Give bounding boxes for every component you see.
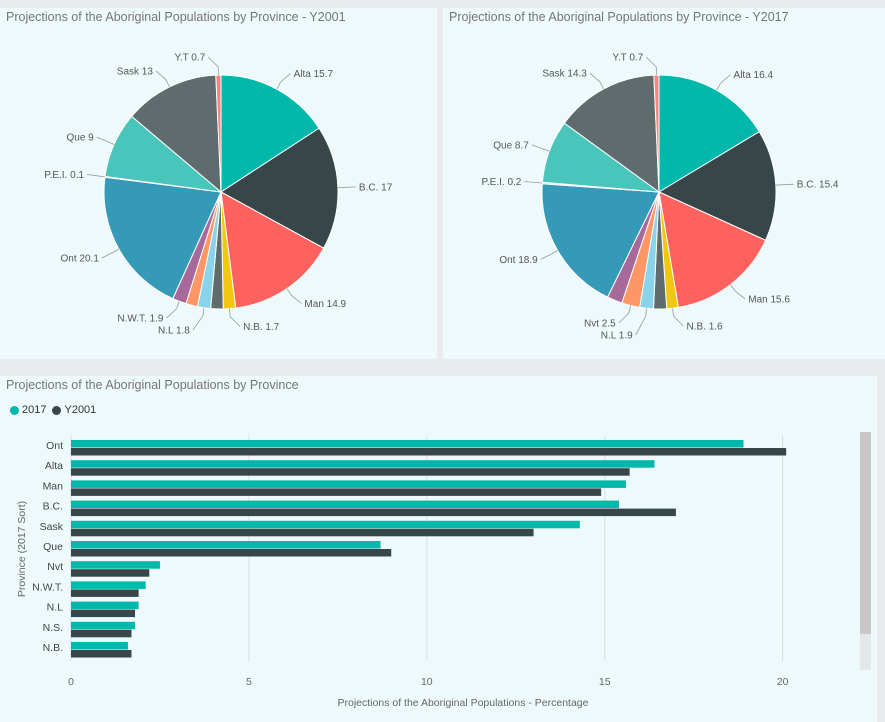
pie-2001-leader-que [96,136,115,145]
pie-2017-label-p-e-i: P.E.I. 0.2 [482,177,522,188]
pie-panel-2017: Projections of the Aboriginal Population… [443,8,885,359]
pie-2017-leader-p-e-i [524,181,543,184]
pie-2001-label-n-w-t: N.W.T. 1.9 [117,314,164,325]
pie-2017-label-b-c: B.C. 15.4 [797,180,839,191]
pie-2017-leader-sask [589,72,605,90]
pie-panel-2001: Projections of the Aboriginal Population… [0,8,437,359]
pie-2001-leader-p-e-i [87,174,106,178]
pie-2017-leader-alta [716,74,731,91]
pie-2001-leader-ont [101,248,120,259]
pie-2017-label-n-l: N.L 1.9 [601,330,633,341]
pie-2017-leader-que [531,144,550,152]
pie-2001-label-sask: Sask 13 [117,66,154,77]
pie-2001-slice-y-t[interactable] [215,74,222,193]
pie-2001-slice-alta[interactable] [220,74,320,193]
pie-2017-leader-y-t [646,56,657,76]
bar-panel: Projections of the Aboriginal Population… [0,376,877,722]
pie-2001-leader-y-t [207,56,219,76]
pie-2001-label-que: Que 9 [67,133,95,144]
legend-y2001-label: Y2001 [64,404,97,416]
pie-2001-leader-n-b [229,308,241,327]
pie-2017-label-sask: Sask 14.3 [542,69,587,80]
pie-2017-label-que: Que 8.7 [493,140,529,151]
pie-2001-label-n-b: N.B. 1.7 [243,322,280,333]
pie-2017-label-nvt: Nvt 2.5 [584,318,616,329]
pie-2017-slice-b-c[interactable] [657,131,777,241]
pie-2001-label-p-e-i: P.E.I. 0.1 [44,170,84,181]
pie-chart-2001: Alta 15.7 B.C. 17 Man 14.9 N.B. 1.7 Y.T 0.7 S… [44,53,393,337]
pie-2017-leader-b-c [775,183,794,186]
pie-2001-label-n-l: N.L 1.8 [158,326,190,337]
pie-2001-title: Projections of the Aboriginal Population… [6,10,346,24]
pie-2017-label-alta: Alta 16.4 [734,70,774,81]
legend-2017-dot [10,405,19,415]
pie-2001-slice-man[interactable] [220,191,325,309]
pie-2001-label-b-c: B.C. 17 [359,182,393,193]
bar-chart-scrollbar[interactable] [860,432,871,670]
pie-2017-slice-ont[interactable] [541,183,660,298]
legend-2017-label: 2017 [22,404,47,416]
pie-2017-leader-man [730,284,746,300]
pie-2001-leader-n-l [192,307,205,331]
legend-item-y2001[interactable]: Y2001 [52,404,96,416]
pie-2001-leader-b-c [337,186,356,188]
pie-2017-leader-n-l [635,308,647,336]
pie-2001-label-y-t: Y.T 0.7 [174,53,205,64]
pie-2017-label-y-t: Y.T 0.7 [612,53,643,64]
pie-2017-slice-y-t[interactable] [653,74,660,193]
pie-2017-leader-ont [540,250,558,260]
pie-2001-slice-sask[interactable] [131,74,222,194]
pie-2017-slice-man[interactable] [658,191,767,308]
pie-2001-label-man: Man 14.9 [304,299,346,310]
bar-legend: 2017 Y2001 [10,404,96,416]
pie-2001-leader-alta [276,72,291,90]
pie-chart-2017: Alta 16.4 B.C. 15.4 Man 15.6 N.B. 1.6 Y.T 0.… [482,53,839,342]
legend-y2001-dot [52,405,62,415]
bar-chart-title: Projections of the Aboriginal Population… [6,378,299,392]
pie-2001-label-ont: Ont 20.1 [61,253,100,264]
pie-2017-leader-nvt [618,305,631,324]
pie-2001-leader-n-w-t [166,301,180,319]
pie-2017-title: Projections of the Aboriginal Population… [449,10,789,24]
pie-2001-leader-man [286,288,302,304]
pie-2001-slice-ont[interactable] [103,176,222,300]
pie-2017-label-man: Man 15.6 [748,294,790,305]
pie-2001-label-alta: Alta 15.7 [294,69,334,80]
pie-2017-leader-n-b [672,308,684,327]
pie-2017-label-n-b: N.B. 1.6 [686,322,723,333]
pie-2017-label-ont: Ont 18.9 [499,255,538,266]
pie-2001-leader-sask [155,70,170,88]
legend-item-2017[interactable]: 2017 [10,404,46,416]
scrollbar-thumb[interactable] [860,432,871,634]
